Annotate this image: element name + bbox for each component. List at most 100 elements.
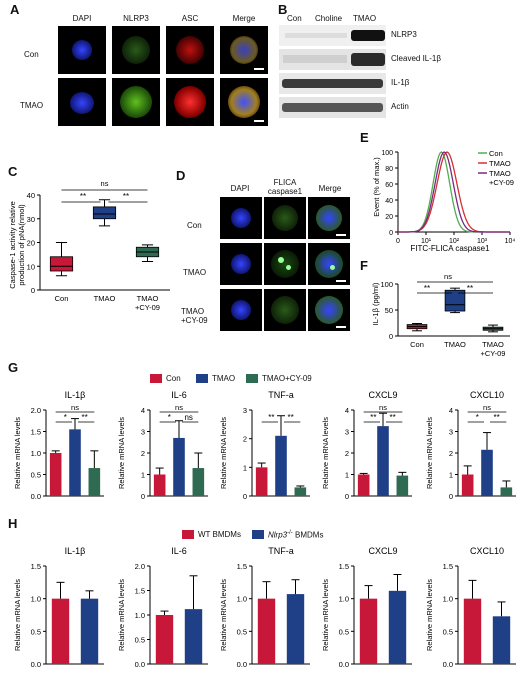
chart-h-ytick-label: 1.5: [135, 587, 145, 596]
chart-g-sig: **: [82, 413, 88, 422]
chart-g-sig: **: [370, 413, 376, 422]
chart-g-bar: [481, 449, 493, 496]
micrograph-d-dapi-tmao: [220, 243, 262, 285]
chart-g-ytick-label: 0: [141, 492, 145, 501]
chart-g-bar: [88, 468, 101, 496]
chart-h-ytick-label: 1.0: [443, 595, 453, 604]
chart-h-bar: [184, 609, 203, 664]
chart-f-box: [444, 289, 466, 312]
panel-b-col-choline: Choline: [315, 14, 343, 23]
legend-g-con-swatch: [150, 374, 162, 383]
chart-g-ytick-label: 1.5: [31, 428, 41, 437]
panel-a-label: A: [10, 2, 20, 17]
chart-e-legend-cy-1: TMAO: [489, 169, 511, 178]
panel-b-col-tmao: TMAO: [353, 14, 377, 23]
panel-d-col-flica: FLICA caspase1: [262, 178, 308, 196]
legend-h-ko-rest: BMDMs: [292, 530, 324, 540]
chart-f-xtick-label: +CY-09: [481, 349, 506, 358]
chart-e-ytick-label: 40: [385, 198, 393, 205]
legend-h-wt-swatch: [182, 530, 194, 539]
chart-g-bar: [461, 474, 474, 496]
chart-c-ytick-label: 10: [27, 262, 35, 271]
chart-e: Event (% of max.) FITC-FLICA caspase1 0 2…: [372, 149, 515, 253]
chart-c-ytick-label: 30: [27, 215, 35, 224]
chart-f-ylabel: IL-1β (pg/ml): [371, 282, 380, 325]
chart-c-box: [49, 256, 74, 272]
legend-g-tmao: TMAO: [212, 374, 236, 383]
chart-h-ytick-label: 0.0: [443, 660, 453, 669]
panel-d-col-merge: Merge: [318, 184, 342, 193]
chart-c-ylabel-2: production of pNA(nmol): [17, 204, 26, 286]
micrograph-d-dapi-cy09: [220, 289, 262, 331]
panel-g-label: G: [8, 360, 19, 375]
chart-h-bar: [257, 598, 276, 664]
chart-h-bar: [80, 598, 99, 664]
blot-cleaved-il1b: [279, 49, 386, 70]
chart-c-xtick-label: TMAO: [94, 294, 116, 303]
chart-g: IL-1β Relative mRNA levels 0.0 0.5 1.0 1.5 2.0…: [13, 390, 516, 501]
chart-h-title: TNF-a: [268, 546, 294, 556]
chart-c-xtick-label: TMAO: [137, 294, 159, 303]
chart-h-bar: [286, 594, 305, 664]
chart-e-legend-cy-2: +CY-09: [489, 178, 514, 187]
panel-d-row-cy09-1: TMAO: [181, 307, 205, 316]
chart-g-ytick-label: 4: [141, 406, 145, 415]
micrograph-d-flica-tmao: [264, 243, 306, 285]
panel-e-label: E: [360, 130, 369, 145]
chart-f-xtick-label: TMAO: [444, 340, 466, 349]
micrograph-a-nlrp3-con: [112, 26, 160, 74]
chart-e-ytick-label: 0: [389, 230, 393, 237]
chart-g-ytick-label: 3: [449, 428, 453, 437]
panel-d-row-cy09: TMAO +CY-09: [181, 307, 208, 325]
legend-g-con: Con: [166, 374, 181, 383]
chart-g-ytick-label: 1: [141, 471, 145, 480]
chart-c-sig-1: **: [80, 192, 86, 201]
chart-h-ylabel: Relative mRNA levels: [117, 579, 126, 651]
chart-f-ytick-label: 50: [385, 306, 393, 315]
chart-h-ytick-label: 1.5: [443, 562, 453, 571]
chart-e-xtick-label: 10³: [477, 238, 488, 245]
chart-h-bar: [155, 615, 174, 664]
chart-e-legend-con: Con: [489, 149, 503, 158]
chart-e-ytick-label: 100: [381, 150, 393, 157]
legend-h-ko-gene: Nlrp3: [268, 530, 288, 540]
chart-g-ytick-label: 0.0: [31, 492, 41, 501]
legend-h-ko-sup: -/-: [287, 530, 293, 536]
chart-g-title: IL-1β: [65, 390, 86, 400]
chart-e-xtick-label: 10²: [449, 238, 460, 245]
chart-g-bar: [49, 453, 62, 496]
chart-g-bar: [173, 437, 185, 496]
chart-g-sig: ns: [483, 403, 491, 412]
chart-g-sig: ns: [71, 403, 79, 412]
chart-g-bar: [192, 468, 205, 496]
blot-label-actin: Actin: [391, 102, 409, 111]
chart-g-ytick-label: 3: [243, 406, 247, 415]
chart-g-ytick-label: 4: [449, 406, 453, 415]
panel-a-col-nlrp3: NLRP3: [123, 14, 149, 23]
chart-h-ytick-label: 0.5: [31, 627, 41, 636]
chart-e-xlabel: FITC-FLICA caspase1: [410, 244, 490, 253]
chart-c-sig-2: **: [123, 192, 129, 201]
micrograph-d-flica-cy09: [264, 289, 306, 331]
micrograph-a-nlrp3-tmao: [112, 78, 160, 126]
panel-d-row-cy09-2: +CY-09: [181, 316, 208, 325]
micrograph-a-dapi-con: [58, 26, 106, 74]
blot-label-cleaved-il1b: Cleaved IL-1β: [391, 54, 441, 63]
chart-h-ylabel: Relative mRNA levels: [13, 579, 22, 651]
chart-h-ylabel: Relative mRNA levels: [219, 579, 228, 651]
chart-e-ylabel: Event (% of max.): [372, 157, 381, 217]
panel-a-col-dapi: DAPI: [72, 14, 92, 23]
chart-g-sig: ns: [184, 413, 192, 422]
chart-g-title: CXCL10: [470, 390, 504, 400]
chart-f-ytick-label: 100: [380, 280, 393, 289]
chart-c-box: [92, 206, 117, 220]
chart-g-ylabel: Relative mRNA levels: [425, 417, 434, 489]
chart-g-ylabel: Relative mRNA levels: [117, 417, 126, 489]
chart-g-sig: **: [288, 413, 294, 422]
blot-actin: [279, 97, 386, 118]
chart-g-ytick-label: 2: [141, 449, 145, 458]
micrograph-d-dapi-con: [220, 197, 262, 239]
micrograph-a-merge-con: [220, 26, 268, 74]
chart-g-bar: [275, 435, 287, 496]
chart-g-title: CXCL9: [368, 390, 397, 400]
